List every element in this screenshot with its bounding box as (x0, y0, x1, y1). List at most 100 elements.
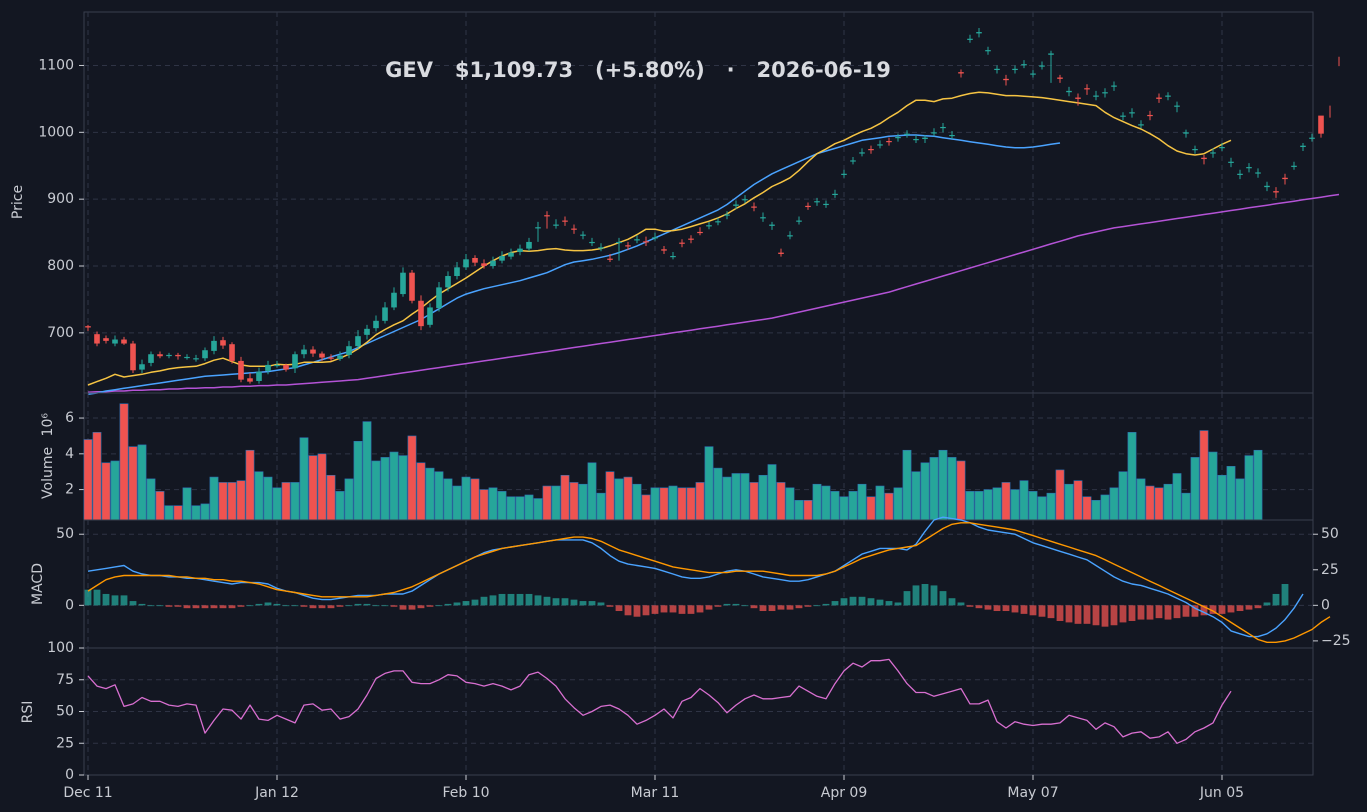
candle-body (886, 141, 892, 143)
volume-axis-exponent: 10⁶ (40, 413, 56, 437)
macd-histogram-bar (687, 605, 695, 614)
macd-histogram-bar (894, 602, 902, 606)
candle-body (211, 340, 217, 351)
volume-bar (389, 451, 399, 521)
macd-histogram-bar (651, 605, 659, 614)
volume-bar (569, 482, 579, 521)
candle-body (877, 144, 883, 146)
volume-bar (1145, 485, 1155, 521)
volume-bar (245, 449, 255, 521)
candle-body (958, 72, 964, 74)
macd-histogram-bar (138, 603, 146, 606)
macd-lines (87, 516, 1331, 643)
candle-body (688, 238, 694, 240)
volume-bar (902, 449, 912, 521)
volume-bar (155, 491, 165, 521)
macd-histogram-bar (723, 603, 731, 606)
candle-body (976, 32, 982, 34)
macd-histogram-bar (156, 605, 164, 607)
candle-body (526, 241, 532, 249)
candle-body (157, 354, 163, 357)
macd-histogram-bar (750, 605, 758, 609)
candle-body (481, 263, 487, 266)
candle-body (1255, 172, 1261, 174)
volume-bar (911, 471, 921, 521)
volume-bar (821, 485, 831, 521)
macd-right-tick-label: 0 (1321, 597, 1330, 613)
macd-histogram-bar (597, 602, 605, 606)
macd-histogram-bar (1056, 605, 1064, 621)
macd-histogram-bar (219, 605, 227, 609)
macd-right-tick-label: 25 (1321, 562, 1339, 578)
volume-bar (749, 482, 759, 521)
candle-body (1183, 132, 1189, 134)
candle-body (1318, 115, 1324, 134)
candle-body (535, 227, 541, 229)
volume-bar (263, 476, 273, 521)
macd-histogram-bar (741, 605, 749, 607)
volume-bar (1019, 480, 1029, 521)
x-axis-ticks: Dec 11 Jan 12 Feb 10 Mar 11 Apr 09 May 07 Jun … (63, 775, 1244, 801)
macd-histogram-bar (1281, 584, 1289, 606)
macd-histogram-bar (948, 598, 956, 606)
candle-body (427, 307, 433, 325)
macd-histogram-bar (1209, 605, 1217, 614)
macd-histogram-bar (1245, 605, 1253, 610)
candle-body (202, 350, 208, 359)
macd-histogram-bar (1011, 605, 1019, 613)
volume-bar (1046, 492, 1056, 521)
macd-histogram-bar (1272, 593, 1280, 606)
candle-body (346, 346, 352, 355)
price-y-ticks: 700 800 900 1000 1100 (38, 57, 84, 341)
candle-body (256, 371, 262, 381)
macd-histogram-bar (246, 605, 254, 607)
macd-histogram-bar (417, 605, 425, 609)
volume-tick-label: 2 (65, 482, 74, 498)
candle-body (1084, 88, 1090, 90)
rsi-grid (84, 648, 1313, 775)
volume-tick-label: 6 (65, 410, 74, 426)
candle-body (490, 260, 496, 266)
candle-body (1003, 78, 1009, 81)
macd-histogram-bar (93, 589, 101, 606)
macd-histogram-bar (1263, 602, 1271, 606)
x-tick-label: Mar 11 (631, 785, 680, 801)
volume-bar (920, 462, 930, 521)
price-tick-label: 1100 (38, 57, 74, 73)
macd-histogram-bar (462, 601, 470, 606)
candle-body (715, 221, 721, 223)
macd-histogram-bar (561, 598, 569, 606)
volume-bar (596, 492, 606, 521)
macd-histogram-bar (390, 605, 398, 607)
rsi-tick-label: 0 (65, 767, 74, 783)
candle-body (589, 241, 595, 244)
volume-bar (173, 505, 183, 521)
volume-bar (83, 439, 93, 521)
volume-bar (407, 435, 417, 521)
macd-histogram-bar (1038, 605, 1046, 617)
volume-bar (560, 474, 570, 521)
volume-bar (965, 491, 975, 521)
macd-histogram-bar (903, 591, 911, 606)
candle-body (382, 307, 388, 321)
volume-bar (317, 453, 327, 521)
macd-histogram-bar (759, 605, 767, 612)
candle-body (1237, 173, 1243, 175)
macd-histogram-bar (813, 605, 821, 607)
rsi-tick-label: 50 (56, 704, 74, 720)
volume-bar (1235, 478, 1245, 521)
candle-body (238, 360, 244, 380)
volume-bar (380, 457, 390, 521)
rsi-tick-label: 75 (56, 672, 74, 688)
macd-histogram-bar (1155, 605, 1163, 619)
macd-histogram-bar (975, 605, 983, 609)
macd-histogram-bar (849, 596, 857, 606)
macd-histogram-bar (1146, 605, 1154, 620)
volume-bar (1109, 487, 1119, 521)
candle-body (1039, 65, 1045, 67)
candle-body (940, 126, 946, 129)
candle-body (967, 38, 973, 40)
volume-bar (839, 496, 849, 521)
volume-bar (893, 487, 903, 521)
candle-body (166, 354, 172, 357)
